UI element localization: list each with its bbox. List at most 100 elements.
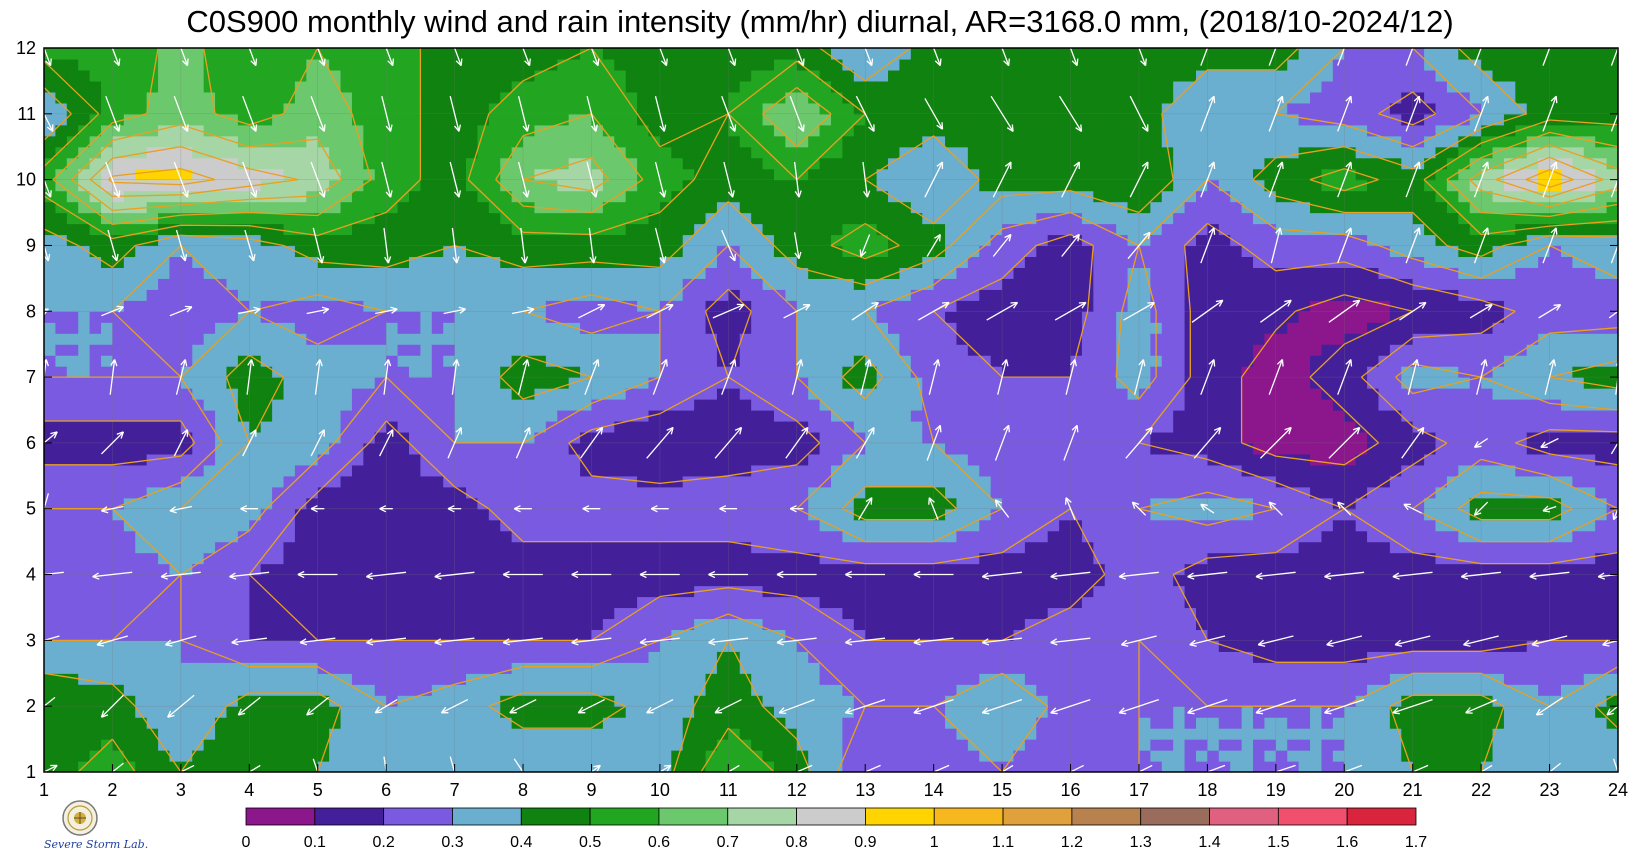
contour-cell [910, 453, 923, 466]
contour-cell [899, 739, 912, 751]
contour-cell [169, 739, 182, 751]
contour-cell [1560, 475, 1573, 488]
contour-cell [1275, 607, 1288, 620]
contour-cell [842, 673, 855, 685]
contour-cell [545, 684, 558, 696]
contour-cell [557, 574, 570, 587]
contour-cell [1218, 618, 1231, 630]
contour-cell [751, 508, 764, 521]
contour-cell [1161, 464, 1174, 477]
contour-cell [1173, 552, 1186, 565]
contour-cell [1344, 761, 1357, 772]
contour-cell [1024, 530, 1037, 543]
contour-cell [694, 530, 707, 543]
contour-cell [967, 717, 980, 729]
contour-cell [819, 706, 832, 718]
contour-cell [158, 541, 171, 554]
contour-cell [1446, 377, 1459, 389]
contour-cell [306, 684, 319, 696]
contour-cell [1287, 739, 1300, 751]
contour-cell [762, 640, 775, 652]
contour-cell [1595, 464, 1608, 477]
contour-cell [466, 399, 479, 411]
contour-cell [146, 420, 159, 433]
contour-cell [899, 541, 912, 554]
contour-cell [192, 475, 205, 488]
contour-cell [534, 629, 547, 641]
contour-cell [956, 377, 969, 389]
contour-cell [785, 541, 798, 554]
contour-cell [773, 399, 786, 411]
contour-cell [1230, 563, 1243, 576]
contour-cell [260, 673, 273, 685]
contour-cell [625, 464, 638, 477]
contour-cell [967, 530, 980, 543]
contour-cell [1081, 464, 1094, 477]
contour-cell [1412, 519, 1425, 532]
contour-cell [488, 519, 501, 532]
contour-cell [466, 673, 479, 685]
contour-cell [1378, 464, 1391, 477]
contour-cell [1264, 574, 1277, 587]
contour-cell [363, 475, 376, 488]
contour-cell [1435, 574, 1448, 587]
contour-cell [557, 475, 570, 488]
contour-cell [751, 673, 764, 685]
contour-cell [180, 530, 193, 543]
contour-cell [534, 607, 547, 620]
contour-cell [967, 541, 980, 554]
contour-cell [351, 607, 364, 620]
contour-cell [397, 442, 410, 455]
contour-cell [1093, 410, 1106, 422]
contour-cell [1424, 640, 1437, 652]
contour-cell [203, 662, 216, 674]
contour-cell [1218, 399, 1231, 411]
contour-cell [899, 728, 912, 740]
contour-cell [1572, 388, 1585, 400]
contour-cell [705, 607, 718, 620]
contour-cell [488, 728, 501, 740]
contour-cell [89, 519, 102, 532]
contour-cell [1503, 442, 1516, 455]
contour-cell [1435, 563, 1448, 576]
contour-cell [568, 662, 581, 674]
contour-cell [648, 541, 661, 554]
contour-cell [1173, 541, 1186, 554]
contour-cell [340, 651, 353, 663]
contour-cell [1412, 530, 1425, 543]
contour-cell [1572, 695, 1585, 707]
contour-cell [237, 651, 250, 663]
contour-cell [682, 728, 695, 740]
contour-cell [1173, 410, 1186, 422]
contour-cell [66, 596, 79, 609]
contour-cell [169, 761, 182, 772]
contour-cell [329, 453, 342, 466]
contour-cell [180, 508, 193, 521]
contour-cell [1161, 486, 1174, 499]
contour-cell [534, 453, 547, 466]
contour-cell [671, 761, 684, 772]
contour-cell [979, 585, 992, 598]
contour-cell [408, 673, 421, 685]
contour-cell [1218, 420, 1231, 433]
contour-cell [317, 541, 330, 554]
contour-cell [751, 717, 764, 729]
contour-cell [580, 497, 593, 510]
contour-cell [249, 684, 262, 696]
contour-cell [1412, 442, 1425, 455]
contour-cell [682, 388, 695, 400]
contour-cell [1116, 563, 1129, 576]
contour-cell [625, 750, 638, 762]
contour-cell [101, 728, 114, 740]
contour-cell [55, 728, 68, 740]
contour-cell [249, 761, 262, 772]
contour-cell [648, 662, 661, 674]
contour-cell [351, 563, 364, 576]
contour-cell [488, 662, 501, 674]
contour-cell [466, 761, 479, 772]
contour-cell [1606, 486, 1618, 499]
contour-cell [500, 673, 513, 685]
contour-cell [226, 530, 239, 543]
contour-cell [568, 629, 581, 641]
contour-cell [123, 574, 136, 587]
